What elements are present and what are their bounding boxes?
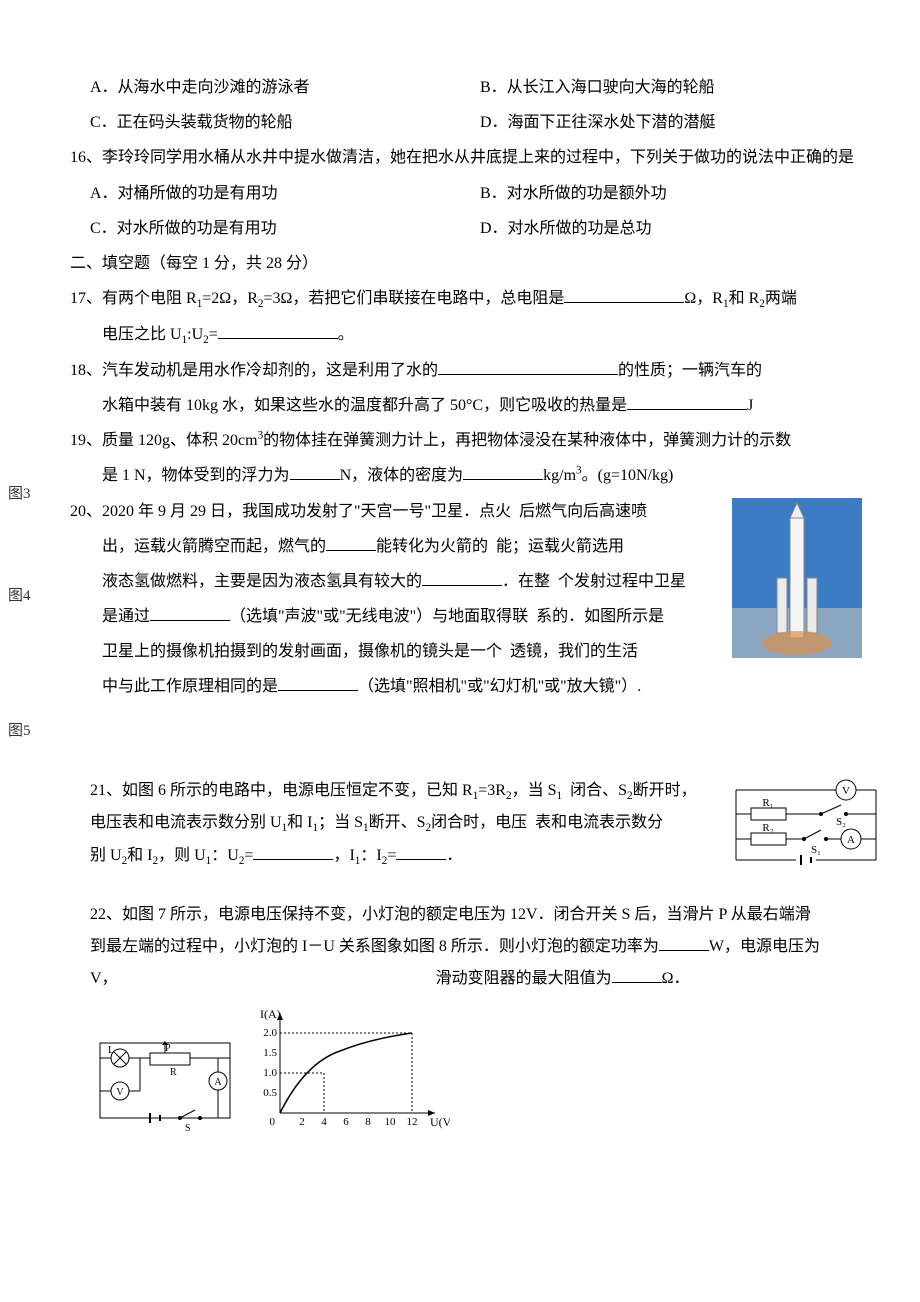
q20: 20、2020 年 9 月 29 日，我国成功发射了"天宫一号"卫星．点火 后燃… <box>70 494 870 705</box>
svg-text:6: 6 <box>343 1116 349 1128</box>
svg-text:1.5: 1.5 <box>263 1047 277 1059</box>
svg-text:A: A <box>214 1077 222 1088</box>
rocket-image <box>732 498 862 658</box>
svg-text:U(V): U(V) <box>430 1115 450 1129</box>
svg-text:2.0: 2.0 <box>263 1027 277 1039</box>
svg-text:12: 12 <box>407 1116 418 1128</box>
svg-text:A: A <box>847 834 855 846</box>
svg-text:0: 0 <box>270 1116 276 1128</box>
circuit-7-image: L P R A V S <box>90 1033 240 1133</box>
section-2-header: 二、填空题（每空 1 分，共 28 分） <box>70 246 870 281</box>
svg-text:P: P <box>165 1043 171 1054</box>
q16-stem: 16、李玲玲同学用水桶从水井中提水做清洁，她在把水从井底提上来的过程中，下列关于… <box>70 140 870 175</box>
iv-chart: I(A) U(V) 0 2 4 6 8 10 12 0.5 1.0 1.5 2.0 <box>250 1003 450 1133</box>
figure-3-label: 图3 <box>8 478 31 511</box>
q15-option-b: B．从长江入海口驶向大海的轮船 <box>480 70 870 105</box>
q15-option-a: A．从海水中走向沙滩的游泳者 <box>90 70 480 105</box>
q17: 17、有两个电阻 R1=2Ω，R2=3Ω，若把它们串联接在电路中，总电阻是Ω，R… <box>70 281 870 353</box>
svg-text:S₂: S₂ <box>836 816 846 828</box>
q18: 18、汽车发动机是用水作冷却剂的，这是利用了水的的性质；一辆汽车的 水箱中装有 … <box>70 353 870 423</box>
svg-text:V: V <box>842 785 850 797</box>
svg-text:1.0: 1.0 <box>263 1067 277 1079</box>
svg-text:R: R <box>170 1067 177 1078</box>
svg-text:R₁: R₁ <box>762 797 773 809</box>
q19: 19、质量 120g、体积 20cm3的物体挂在弹簧测力计上，再把物体浸没在某种… <box>70 423 870 493</box>
q21: V R₁ S₂ R₂ S₁ A 21、如图 6 所示的电路中，电源电压恒定不变，… <box>90 775 890 879</box>
q22: 22、如图 7 所示，电源电压保持不变，小灯泡的额定电压为 12V．闭合开关 S… <box>90 899 890 995</box>
svg-text:R₂: R₂ <box>762 822 773 834</box>
svg-text:V: V <box>116 1087 124 1098</box>
q15-option-c: C．正在码头装载货物的轮船 <box>90 105 480 140</box>
figure-4-label: 图4 <box>8 580 31 613</box>
q16-option-d: D．对水所做的功是总功 <box>480 211 870 246</box>
svg-text:S: S <box>185 1123 191 1133</box>
svg-text:I(A): I(A) <box>260 1007 281 1021</box>
q16-option-b: B．对水所做的功是额外功 <box>480 176 870 211</box>
svg-text:2: 2 <box>299 1116 305 1128</box>
q16-option-a: A．对桶所做的功是有用功 <box>90 176 480 211</box>
figure-5-label: 图5 <box>8 715 31 748</box>
svg-text:10: 10 <box>385 1116 397 1128</box>
circuit-6-image: V R₁ S₂ R₂ S₁ A <box>726 775 886 875</box>
q16-option-c: C．对水所做的功是有用功 <box>90 211 480 246</box>
svg-text:L: L <box>108 1045 114 1056</box>
q15-option-d: D．海面下正往深水处下潜的潜艇 <box>480 105 870 140</box>
svg-text:0.5: 0.5 <box>263 1087 277 1099</box>
svg-text:S₁: S₁ <box>811 844 821 856</box>
svg-text:4: 4 <box>321 1116 327 1128</box>
svg-text:8: 8 <box>365 1116 371 1128</box>
